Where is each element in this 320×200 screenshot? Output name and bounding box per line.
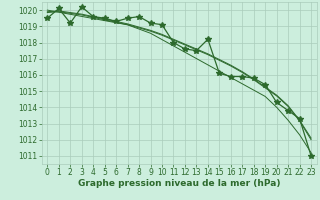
X-axis label: Graphe pression niveau de la mer (hPa): Graphe pression niveau de la mer (hPa): [78, 179, 280, 188]
